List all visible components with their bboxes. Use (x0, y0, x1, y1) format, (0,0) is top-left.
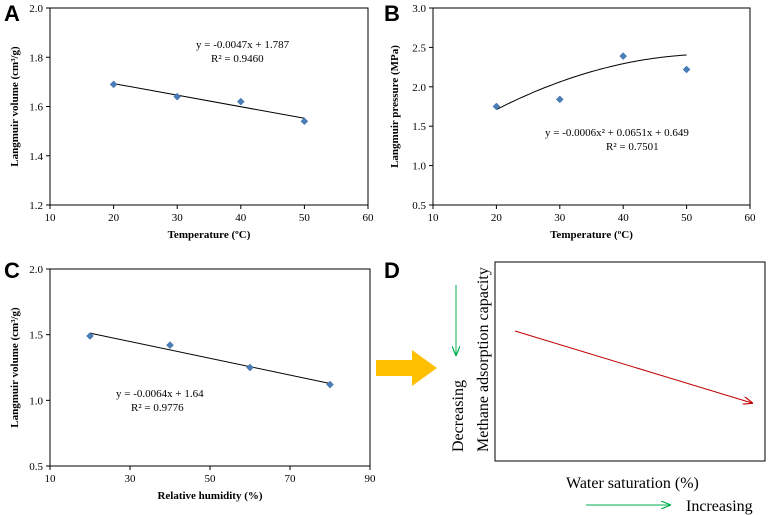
trend-equation: y = -0.0064x + 1.64 (116, 388, 204, 400)
x-tick-label: 60 (363, 212, 375, 224)
trendline (89, 332, 331, 384)
x-tick-label: 30 (172, 212, 184, 224)
decreasing-trend-line (514, 330, 752, 403)
data-point (109, 80, 118, 89)
chart-a: 10 20 30 40 50 60 1.2 1.4 1.6 1.8 2.0 y = -0.0047x … (9, 3, 374, 241)
data-point (300, 117, 309, 126)
r-squared: R² = 0.7501 (606, 141, 659, 153)
x-tick-label: 60 (745, 212, 757, 224)
x-tick-label: 70 (285, 473, 297, 485)
panel-letter-c: C (4, 258, 20, 283)
data-point (326, 380, 334, 389)
r-squared: R² = 0.9460 (211, 53, 264, 65)
data-point (246, 363, 254, 372)
y-axis-label: Methane adsorption capacity (475, 267, 492, 452)
data-point (166, 341, 174, 350)
x-tick-label: 30 (554, 212, 566, 224)
x-trend-label: Increasing (686, 498, 753, 515)
y-axis-label: Langmuir pressure (MPa) (389, 45, 401, 168)
x-tick-label: 90 (365, 473, 377, 485)
x-tick-label: 40 (618, 212, 630, 224)
x-axis-label: Water saturation (%) (566, 475, 699, 492)
y-tick-label: 1.5 (29, 330, 43, 342)
y-tick-label: 0.5 (29, 461, 43, 473)
x-tick-label: 10 (428, 212, 440, 224)
trend-equation: y = -0.0047x + 1.787 (196, 39, 290, 51)
x-axis-label: Temperature (ºC) (550, 229, 633, 241)
chart-b: 10 20 30 40 50 60 0.5 1.0 1.5 2.0 2.5 3.0 y = -0.000… (389, 3, 756, 241)
panel-letter-a: A (4, 1, 20, 26)
x-tick-label: 30 (125, 473, 137, 485)
data-point (86, 332, 94, 340)
trendline (113, 83, 305, 119)
y-tick-label: 1.8 (29, 52, 43, 64)
y-tick-label: 0.5 (412, 200, 426, 212)
panel-letter-b: B (384, 1, 400, 26)
y-trend-label: Decreasing (450, 380, 467, 452)
panel-letter-d: D (384, 258, 400, 283)
diagram-frame (494, 261, 766, 462)
trendline (496, 54, 687, 111)
data-point (619, 52, 628, 60)
y-tick-label: 1.0 (412, 161, 426, 173)
y-tick-label: 2.5 (412, 42, 426, 54)
y-tick-label: 1.5 (412, 121, 426, 133)
y-tick-label: 1.4 (29, 151, 43, 163)
plot-frame (432, 7, 751, 206)
data-point (555, 95, 564, 104)
data-point (682, 65, 691, 74)
r-squared: R² = 0.9776 (131, 402, 184, 414)
y-tick-label: 3.0 (412, 3, 426, 15)
y-tick-label: 1.0 (29, 395, 43, 407)
x-tick-label: 20 (491, 212, 503, 224)
plot-frame (49, 7, 369, 206)
y-tick-label: 2.0 (412, 82, 426, 94)
data-point (492, 102, 501, 111)
x-tick-label: 40 (235, 212, 247, 224)
x-axis-label: Temperature (ºC) (168, 229, 251, 241)
chart-d: Decreasing Methane adsorption capacity W… (450, 261, 766, 515)
y-tick-label: 1.2 (29, 200, 43, 212)
x-axis-label: Relative humidity (%) (157, 490, 262, 502)
plot-frame (49, 268, 371, 467)
y-axis-label: Langmuir volume (cm³/g) (9, 46, 21, 167)
trend-equation: y = -0.0006x² + 0.0651x + 0.649 (545, 127, 689, 139)
x-tick-label: 20 (108, 212, 120, 224)
x-tick-label: 10 (45, 473, 57, 485)
data-point (236, 97, 245, 106)
y-tick-label: 2.0 (29, 264, 43, 276)
y-axis-label: Langmuir volume (cm³/g) (9, 307, 21, 428)
x-tick-label: 50 (299, 212, 311, 224)
x-tick-label: 50 (681, 212, 693, 224)
chart-c: 10 30 50 70 90 0.5 1.0 1.5 2.0 y = -0.0064x + 1.6… (9, 264, 376, 502)
gold-arrow-icon (376, 350, 437, 386)
x-tick-label: 50 (205, 473, 217, 485)
data-point (173, 92, 182, 101)
y-tick-label: 2.0 (29, 3, 43, 15)
x-tick-label: 10 (45, 212, 57, 224)
y-tick-label: 1.6 (29, 102, 43, 114)
